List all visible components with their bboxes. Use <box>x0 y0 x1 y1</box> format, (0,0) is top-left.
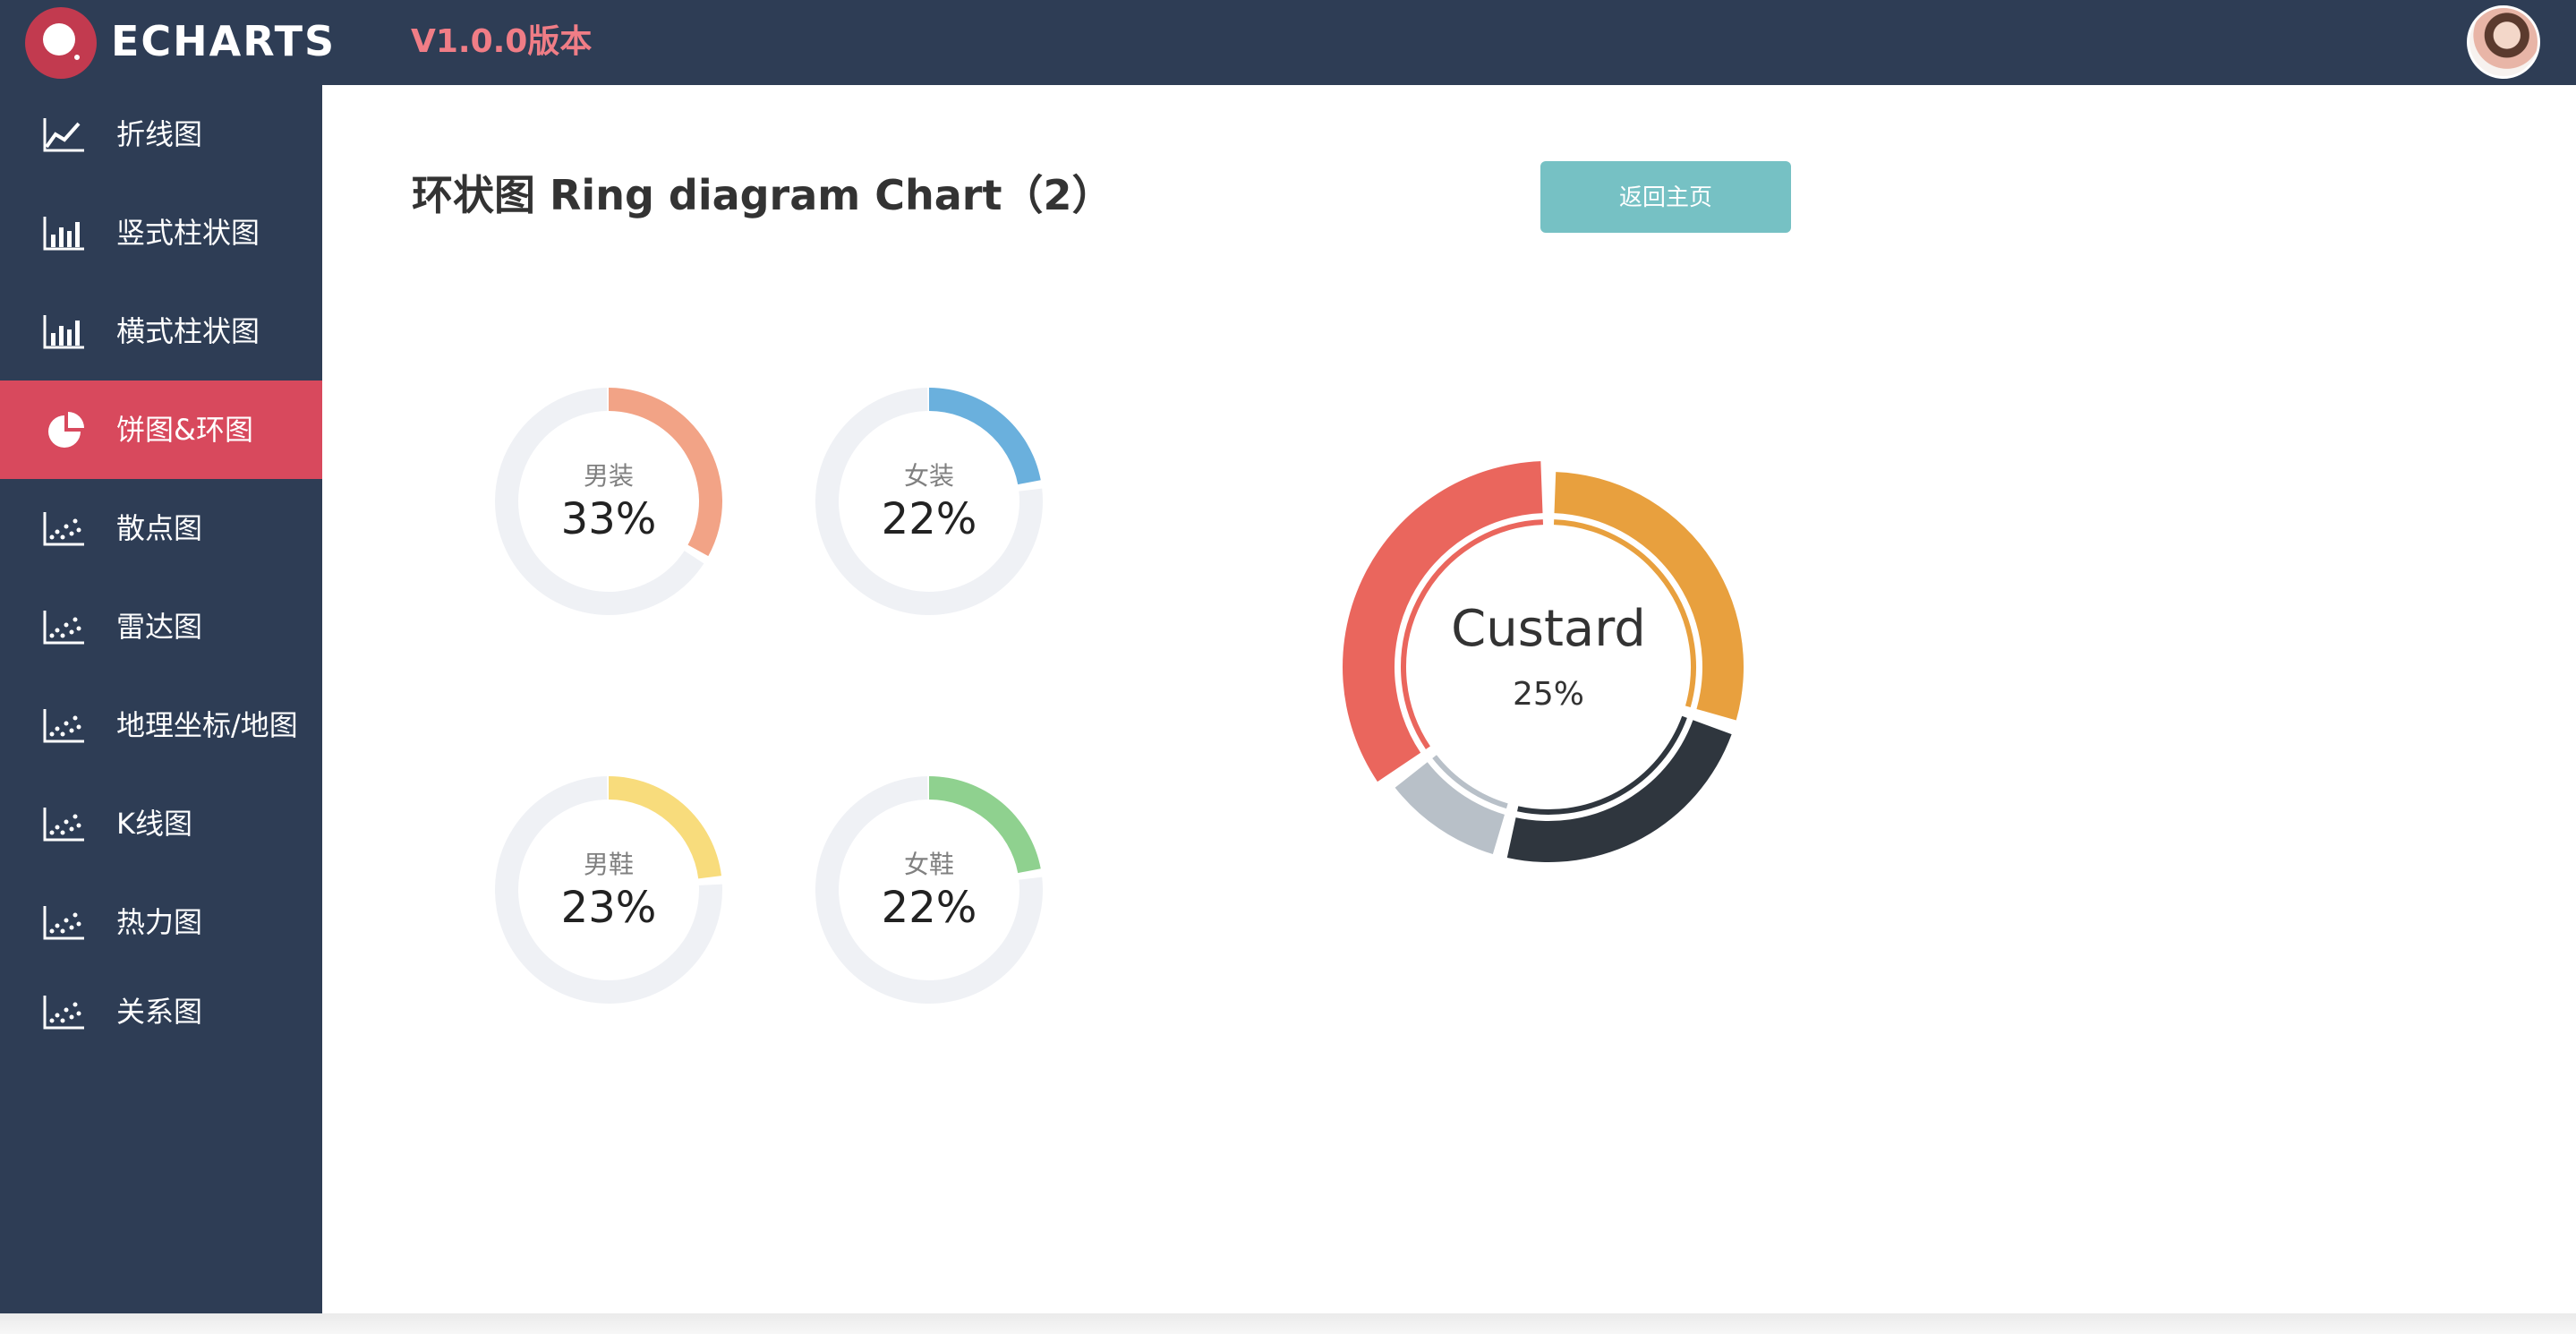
ring-percent: 33% <box>560 494 657 544</box>
donut-center-label: Custard <box>1451 600 1646 658</box>
donut-inner-arc <box>1553 519 1696 708</box>
ring-chart-menswear: 男装 33% <box>492 385 725 618</box>
user-avatar[interactable] <box>2467 5 2540 79</box>
sidebar-item-0[interactable]: 折线图 <box>0 85 322 184</box>
sidebar-item-label: 关系图 <box>116 995 203 1029</box>
pie-chart-icon <box>43 412 86 448</box>
ring-chart-svg <box>495 388 722 615</box>
donut-slice[interactable] <box>1554 472 1744 721</box>
sidebar-item-7[interactable]: K线图 <box>0 774 322 873</box>
ring-label: 男装 <box>583 461 634 491</box>
sidebar-item-3[interactable]: 饼图&环图 <box>0 381 322 479</box>
window-bottom-edge <box>0 1313 2576 1334</box>
main-content <box>322 85 2576 1313</box>
sidebar-item-label: 热力图 <box>116 905 203 939</box>
sidebar: 折线图竖式柱状图横式柱状图饼图&环图散点图雷达图地理坐标/地图 K线图热力图关系图 <box>0 85 322 1313</box>
donut-slice[interactable] <box>1506 720 1732 862</box>
sidebar-item-6[interactable]: 地理坐标/地图 <box>0 676 322 774</box>
bar-chart-icon <box>43 313 86 349</box>
sidebar-item-label: 横式柱状图 <box>116 314 260 348</box>
sidebar-item-1[interactable]: 竖式柱状图 <box>0 184 322 282</box>
donut-slice[interactable] <box>1395 762 1505 854</box>
sidebar-item-8[interactable]: 热力图 <box>0 873 322 971</box>
line-chart-icon <box>43 116 86 152</box>
donut-inner-arc <box>1517 715 1687 815</box>
bar-chart-icon <box>43 215 86 251</box>
ring-label: 男鞋 <box>583 850 634 879</box>
logo-text[interactable]: ECHARTS <box>111 17 337 65</box>
version-label: V1.0.0版本 <box>411 23 593 60</box>
ring-value-slice[interactable] <box>929 776 1041 874</box>
sidebar-item-label: 折线图 <box>116 117 203 151</box>
ring-percent: 23% <box>560 883 657 933</box>
ring-chart-svg <box>815 388 1043 615</box>
sidebar-item-label: 散点图 <box>116 511 203 545</box>
sidebar-item-label: 饼图&环图 <box>116 413 253 447</box>
ring-chart-mens-shoes: 男鞋 23% <box>492 774 725 1006</box>
sidebar-item-label: 地理坐标/地图 <box>116 708 298 742</box>
ring-chart-svg <box>815 776 1043 1004</box>
sidebar-item-label: 雷达图 <box>116 610 203 644</box>
ring-label: 女装 <box>903 461 954 491</box>
scatter-chart-icon <box>43 510 86 546</box>
sidebar-item-2[interactable]: 横式柱状图 <box>0 282 322 381</box>
donut-inner-arc <box>1401 519 1544 749</box>
scatter-chart-icon <box>43 904 86 940</box>
page-title: 环状图 Ring diagram Chart（2） <box>412 171 1113 219</box>
donut-center-value: 25% <box>1512 676 1584 713</box>
sidebar-item-label: 竖式柱状图 <box>116 216 260 250</box>
ring-value-slice[interactable] <box>929 388 1041 485</box>
sidebar-item-4[interactable]: 散点图 <box>0 479 322 577</box>
ring-value-slice[interactable] <box>609 388 722 557</box>
scatter-chart-icon <box>43 707 86 743</box>
scatter-chart-icon <box>43 994 86 1030</box>
back-home-button[interactable]: 返回主页 <box>1540 161 1791 233</box>
donut-inner-arc <box>1432 755 1508 809</box>
echarts-logo-icon[interactable] <box>25 7 97 79</box>
custard-donut-chart: Custard 25% <box>1316 461 1781 873</box>
ring-chart-womens-shoes: 女鞋 22% <box>813 774 1045 1006</box>
donut-slice[interactable] <box>1343 461 1543 782</box>
donut-chart-svg <box>1343 461 1744 862</box>
scatter-chart-icon <box>43 806 86 842</box>
ring-label: 女鞋 <box>903 850 954 879</box>
ring-value-slice[interactable] <box>609 776 721 879</box>
sidebar-item-5[interactable]: 雷达图 <box>0 577 322 676</box>
scatter-chart-icon <box>43 609 86 645</box>
ring-percent: 22% <box>881 883 977 933</box>
top-bar: ECHARTS V1.0.0版本 <box>0 0 2576 85</box>
sidebar-item-9[interactable]: 关系图 <box>0 962 322 1061</box>
ring-chart-svg <box>495 776 722 1004</box>
ring-chart-womenswear: 女装 22% <box>813 385 1045 618</box>
sidebar-item-label: K线图 <box>116 807 192 841</box>
ring-percent: 22% <box>881 494 977 544</box>
